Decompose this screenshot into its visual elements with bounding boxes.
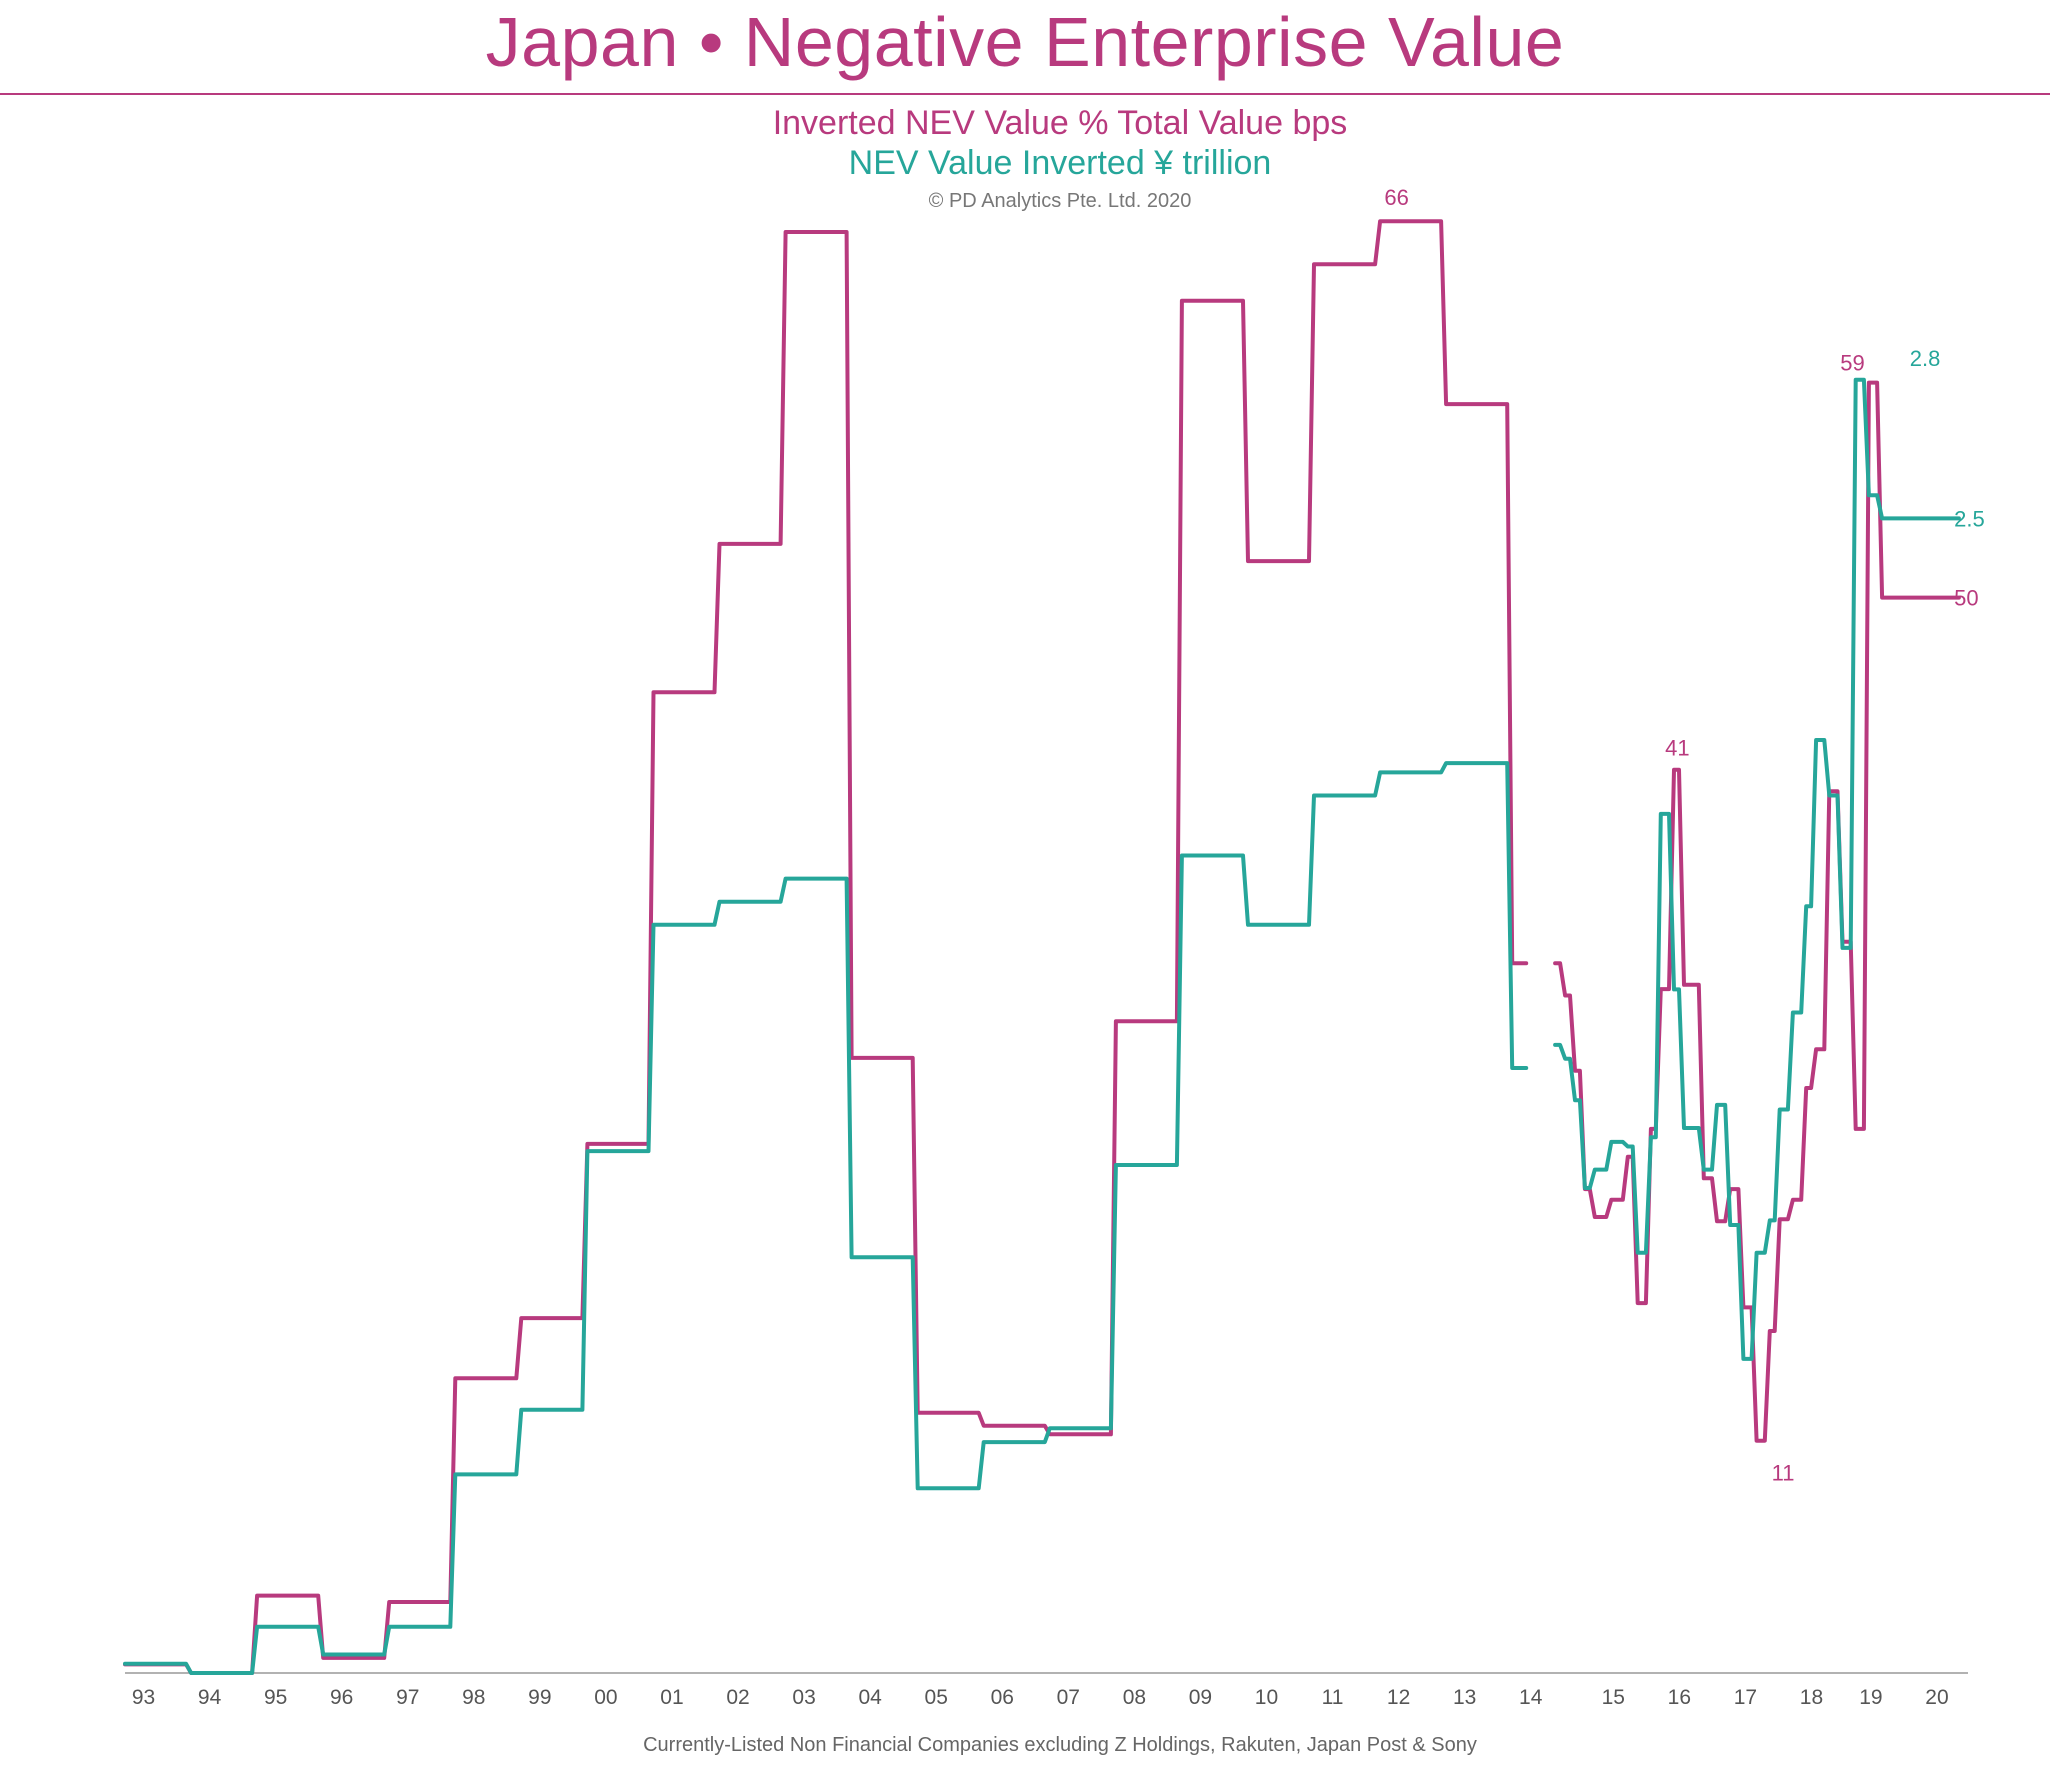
data-label: 41 [1665,736,1689,761]
series-line-yen [123,377,1961,1675]
x-tick-label: 16 [1668,1686,1691,1709]
chart-title: Japan • Negative Enterprise Value [485,3,1565,81]
x-tick-label: 08 [1123,1686,1146,1709]
subtitle-yen-series: NEV Value Inverted ¥ trillion [848,144,1272,182]
footnote: Currently-Listed Non Financial Companies… [643,1734,1477,1756]
x-tick-label: 14 [1519,1686,1543,1709]
data-label: 2.8 [1910,346,1941,371]
x-tick-label: 04 [858,1686,882,1709]
x-tick-label: 96 [330,1686,353,1709]
x-tick-label: 12 [1387,1686,1410,1709]
x-tick-label: 09 [1189,1686,1212,1709]
data-label: 11 [1772,1461,1795,1486]
x-tick-label: 95 [264,1686,287,1709]
x-tick-labels: 93 94 95 96 97 98 99 00 01 02 03 04 05 06 07 08 09 10 11 12… [132,1686,1949,1709]
data-label: 59 [1840,351,1864,376]
x-tick-label: 98 [462,1686,485,1709]
x-tick-label: 05 [925,1686,948,1709]
x-tick-label: 13 [1453,1686,1476,1709]
x-tick-label: 19 [1859,1686,1882,1709]
x-tick-label: 15 [1602,1686,1625,1709]
x-tick-label: 01 [660,1686,683,1709]
x-tick-label: 06 [991,1686,1014,1709]
x-tick-label: 11 [1322,1686,1344,1709]
series-lines [123,219,1961,1675]
series-line-pct [123,219,1961,1675]
copyright-note: © PD Analytics Pte. Ltd. 2020 [928,190,1192,212]
title-divider [0,93,2050,95]
x-tick-label: 93 [132,1686,155,1709]
x-tick-label: 94 [198,1686,222,1709]
x-tick-label: 20 [1925,1686,1948,1709]
x-tick-label: 00 [594,1686,617,1709]
data-label: 66 [1384,185,1408,210]
x-tick-label: 10 [1255,1686,1278,1709]
x-tick-label: 17 [1734,1686,1757,1709]
x-tick-label: 99 [528,1686,551,1709]
data-labels: 66 41 11 59 50 2.8 2.5 [1384,185,1984,1485]
subtitle-pct-series: Inverted NEV Value % Total Value bps [772,104,1348,142]
data-label: 50 [1954,586,1978,611]
x-tick-label: 97 [396,1686,419,1709]
x-tick-label: 02 [726,1686,749,1709]
x-tick-label: 18 [1800,1686,1823,1709]
x-tick-label: 03 [792,1686,815,1709]
x-tick-label: 07 [1057,1686,1080,1709]
data-label: 2.5 [1954,506,1985,531]
